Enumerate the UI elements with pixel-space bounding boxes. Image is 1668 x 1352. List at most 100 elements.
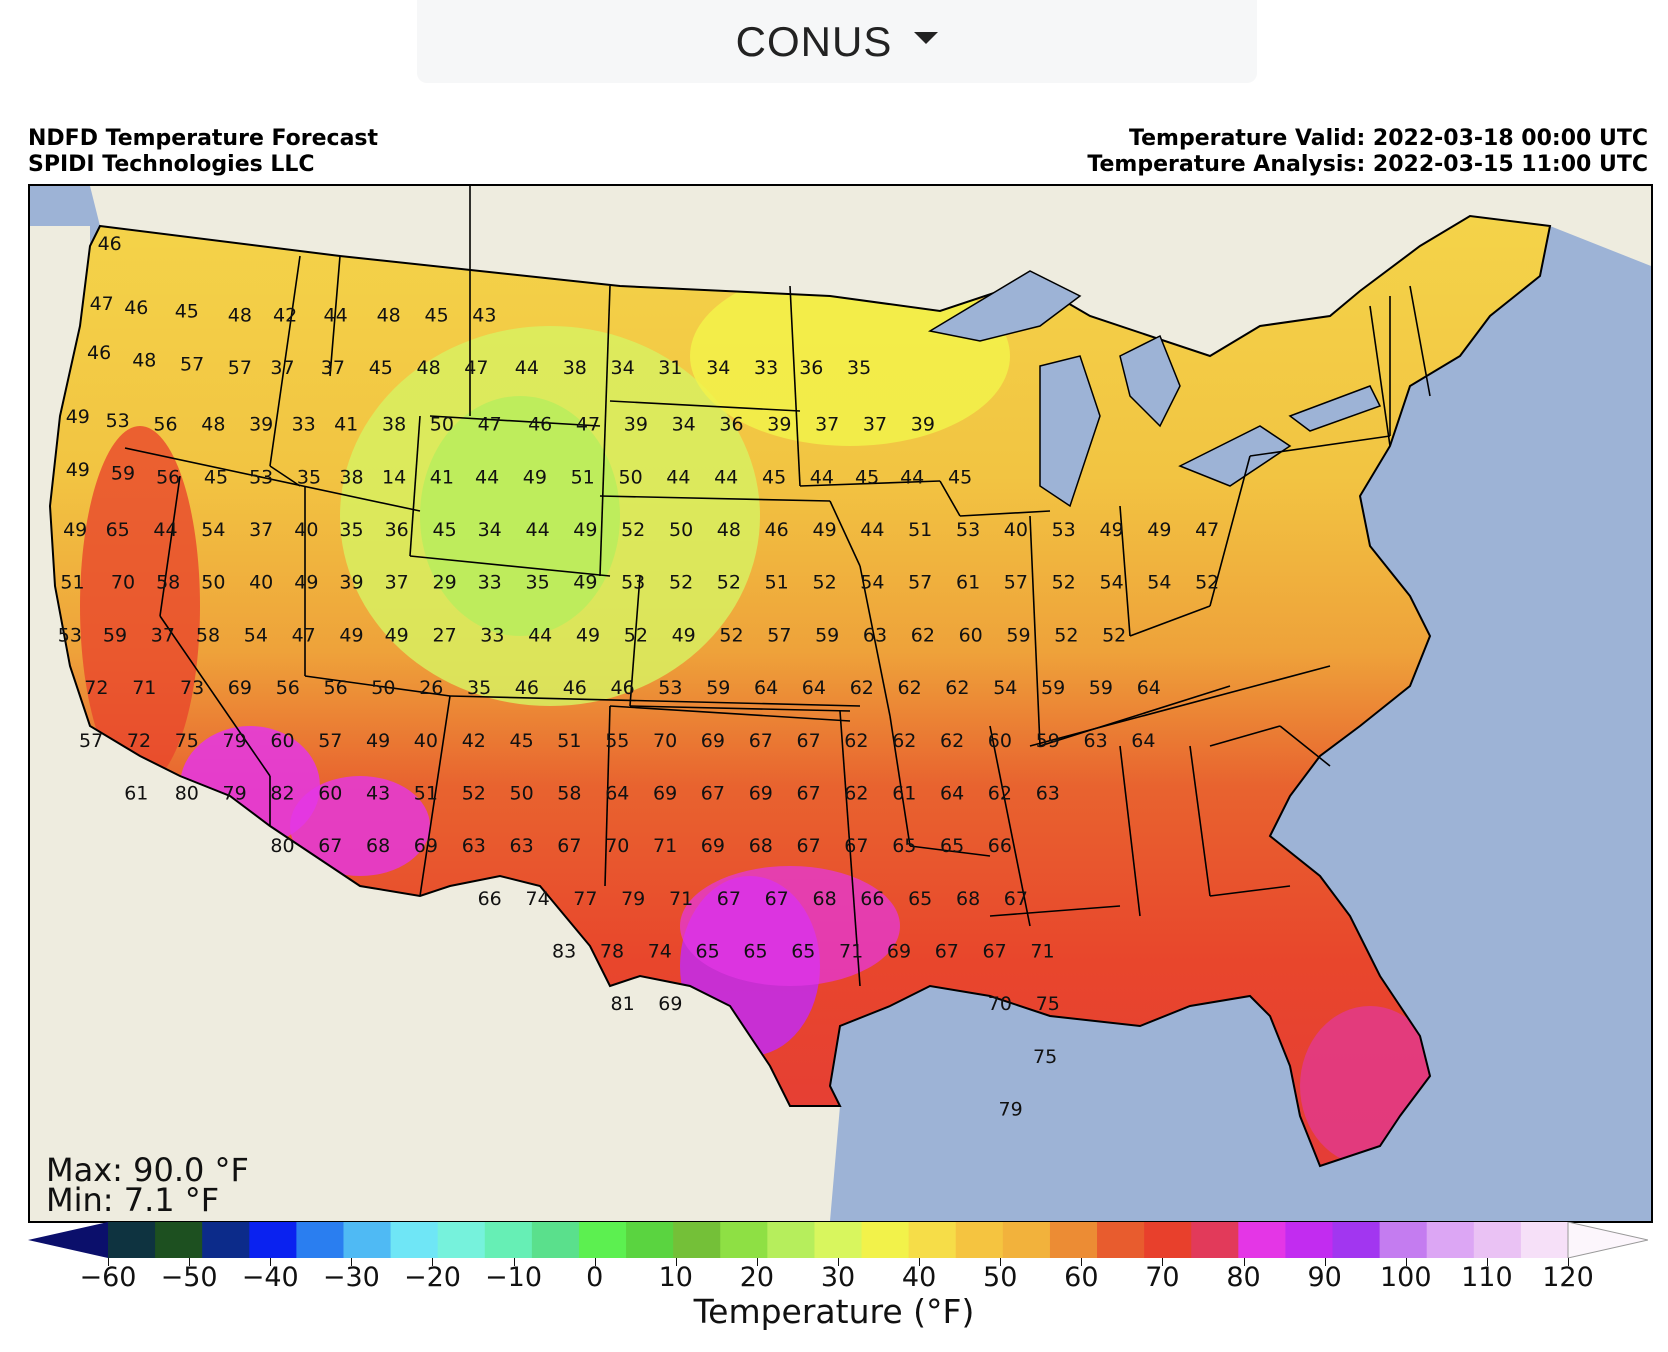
temp-label: 34 [611, 357, 635, 379]
colorbar-tick-mark [756, 1258, 758, 1266]
colorbar-tick-mark [1405, 1258, 1407, 1266]
colorbar-segment [1520, 1222, 1569, 1258]
temp-label: 59 [1036, 730, 1060, 752]
temp-label: 82 [270, 783, 294, 805]
region-select-label: CONUS [735, 17, 893, 65]
colorbar-tick-mark [1324, 1258, 1326, 1266]
temp-label: 42 [462, 730, 486, 752]
colorbar-segment [1191, 1222, 1239, 1258]
temp-label: 40 [294, 519, 318, 541]
temp-label: 69 [658, 993, 682, 1015]
colorbar-segment [1049, 1222, 1098, 1258]
temp-label: 48 [132, 350, 156, 372]
temp-label: 50 [619, 466, 643, 488]
temp-label: 53 [658, 677, 682, 699]
temp-label: 59 [111, 463, 135, 485]
temp-label: 53 [621, 572, 645, 594]
colorbar-segment [1144, 1222, 1192, 1258]
temp-label: 48 [228, 305, 252, 327]
colorbar-tick-mark [1081, 1258, 1083, 1266]
temp-label: 62 [844, 783, 868, 805]
temp-label: 79 [999, 1099, 1023, 1121]
temp-label: 65 [696, 941, 720, 963]
temp-label: 69 [749, 783, 773, 805]
temp-label: 47 [90, 293, 114, 315]
temp-label: 50 [201, 572, 225, 594]
colorbar-segment [578, 1222, 627, 1258]
temp-label: 65 [940, 835, 964, 857]
temp-label: 67 [749, 730, 773, 752]
colorbar-tick-mark [1486, 1258, 1488, 1266]
colorbar-tick-label: 60 [1064, 1262, 1099, 1293]
temp-label: 14 [382, 466, 406, 488]
temp-label: 74 [526, 888, 550, 910]
temp-label: 27 [433, 624, 457, 646]
temp-label: 44 [324, 305, 348, 327]
colorbar-segment [155, 1222, 203, 1258]
colorbar-segment [484, 1222, 533, 1258]
temp-label: 52 [1052, 572, 1076, 594]
temp-label: 56 [153, 414, 177, 436]
colorbar-tick-mark [1568, 1258, 1569, 1266]
temp-label: 58 [196, 624, 220, 646]
temp-label: 70 [988, 993, 1012, 1015]
colorbar-segment [1097, 1222, 1145, 1258]
temp-label: 49 [672, 624, 696, 646]
temp-label: 38 [382, 414, 406, 436]
temp-label: 77 [573, 888, 597, 910]
temp-label: 54 [993, 677, 1017, 699]
temp-label: 62 [940, 730, 964, 752]
colorbar-segment [861, 1222, 910, 1258]
temp-label: 70 [605, 835, 629, 857]
temp-label: 46 [98, 233, 122, 255]
temp-label: 45 [369, 357, 393, 379]
map-header-right: Temperature Valid: 2022-03-18 00:00 UTC … [1087, 126, 1648, 178]
colorbar-segment [955, 1222, 1004, 1258]
colorbar-tick-mark [594, 1258, 596, 1266]
temp-label: 42 [273, 305, 297, 327]
colorbar-tick-mark [1162, 1258, 1164, 1266]
temp-label: 79 [223, 730, 247, 752]
temp-label: 68 [956, 888, 980, 910]
map-producer: SPIDI Technologies LLC [28, 152, 315, 177]
temp-label: 68 [749, 835, 773, 857]
temp-label: 39 [624, 414, 648, 436]
temp-label: 33 [480, 624, 504, 646]
temp-label: 73 [180, 677, 204, 699]
temp-label: 47 [576, 414, 600, 436]
colorbar-tick-mark [1243, 1258, 1245, 1266]
temp-label: 54 [860, 572, 884, 594]
temp-label: 47 [478, 414, 502, 436]
temp-label: 57 [908, 572, 932, 594]
temp-label: 62 [850, 677, 874, 699]
temp-label: 48 [201, 414, 225, 436]
temp-label: 39 [339, 572, 363, 594]
colorbar-segment [1473, 1222, 1522, 1258]
temp-label: 37 [151, 624, 175, 646]
temp-label: 58 [557, 783, 581, 805]
colorbar-tick-label: −40 [241, 1262, 299, 1293]
temp-label: 60 [270, 730, 294, 752]
colorbar-segment [1426, 1222, 1475, 1258]
colorbar-tick-label: 20 [739, 1262, 775, 1293]
temp-label: 59 [706, 677, 730, 699]
region-select-button[interactable]: CONUS [417, 0, 1257, 83]
temp-label: 64 [1131, 730, 1155, 752]
temp-label: 75 [175, 730, 199, 752]
max-temp-label: Max: 90.0 °F [46, 1151, 249, 1189]
temp-label: 67 [765, 888, 789, 910]
temp-label: 45 [510, 730, 534, 752]
temp-label: 63 [863, 624, 887, 646]
temp-label: 67 [797, 783, 821, 805]
colorbar-segment [296, 1222, 345, 1258]
temp-label: 48 [417, 357, 441, 379]
temp-label: 39 [911, 414, 935, 436]
colorbar [28, 1222, 1648, 1258]
temp-label: 44 [900, 466, 924, 488]
colorbar-segment [1379, 1222, 1428, 1258]
temp-label: 71 [132, 677, 156, 699]
temp-label: 63 [1084, 730, 1108, 752]
temp-label: 72 [84, 677, 108, 699]
temp-label: 49 [523, 466, 547, 488]
temp-label: 56 [156, 466, 180, 488]
